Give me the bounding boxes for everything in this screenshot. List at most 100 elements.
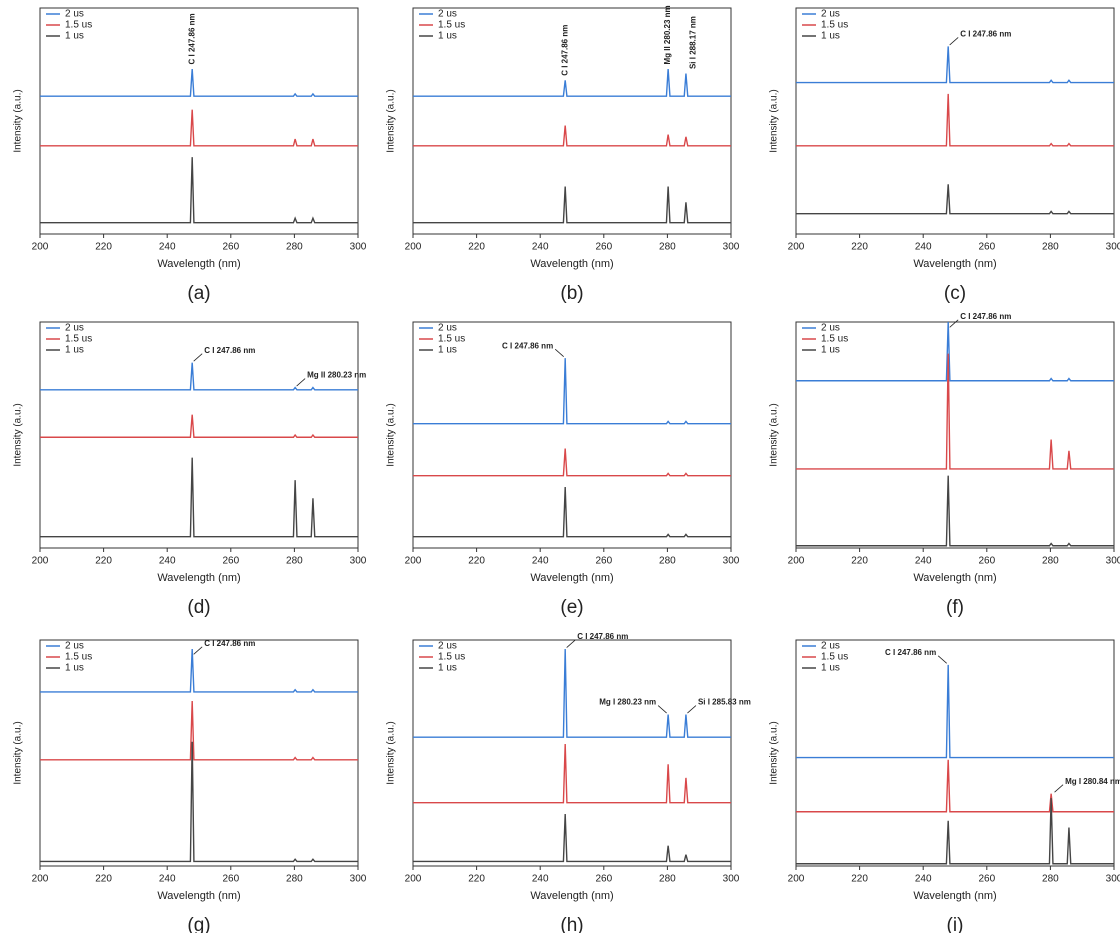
x-tick-label: 280 (659, 874, 676, 885)
legend-label: 1.5 us (438, 20, 465, 31)
spectrum-line (796, 93, 1114, 147)
legend-label: 1 us (821, 345, 840, 356)
annotation: C I 247.86 nm (204, 639, 255, 648)
panel-label: (c) (944, 283, 966, 304)
spectrum-line (40, 414, 358, 438)
x-tick-label: 240 (159, 242, 176, 253)
legend-label: 1 us (438, 663, 457, 674)
y-axis-label: Intensity (a.u.) (13, 721, 24, 784)
annotation: Mg II 280.23 nm (663, 5, 672, 64)
spectrum-line (413, 743, 731, 804)
x-tick-label: 260 (978, 556, 995, 567)
y-axis-label: Intensity (a.u.) (386, 721, 397, 784)
plot-frame (39, 639, 359, 867)
spectrum-line (413, 448, 731, 477)
annotation: Mg II 280.23 nm (307, 371, 366, 380)
x-tick-label: 280 (659, 556, 676, 567)
legend-label: 2 us (65, 9, 84, 20)
panel-label: (a) (187, 283, 210, 304)
x-tick-label: 220 (468, 874, 485, 885)
x-tick-label: 200 (32, 874, 49, 885)
annotation: C I 247.86 nm (885, 648, 936, 657)
panel-label: (i) (947, 915, 964, 933)
legend-label: 2 us (821, 641, 840, 652)
annotation-arrow (554, 348, 564, 357)
annotation: Si I 285.83 nm (698, 698, 751, 707)
panel-label: (f) (946, 597, 964, 618)
legend-label: 1.5 us (821, 20, 848, 31)
plot-frame (39, 7, 359, 235)
x-tick-label: 300 (350, 242, 367, 253)
legend-label: 1 us (438, 31, 457, 42)
spectrum-line (40, 68, 358, 97)
x-tick-label: 300 (723, 242, 740, 253)
x-tick-label: 260 (978, 242, 995, 253)
x-tick-label: 280 (1042, 874, 1059, 885)
legend-label: 1 us (65, 663, 84, 674)
plot-frame (412, 7, 732, 235)
legend-label: 1 us (65, 345, 84, 356)
x-tick-label: 220 (95, 874, 112, 885)
x-tick-label: 280 (286, 242, 303, 253)
x-tick-label: 200 (788, 556, 805, 567)
x-tick-label: 240 (532, 874, 549, 885)
spectrum-line (796, 798, 1114, 865)
annotation: C I 247.86 nm (960, 30, 1011, 39)
x-tick-label: 260 (595, 242, 612, 253)
annotation: C I 247.86 nm (560, 25, 569, 76)
spectrum-line (40, 741, 358, 863)
annotation-arrow (657, 705, 667, 714)
legend-label: 2 us (821, 9, 840, 20)
panel-label: (e) (560, 597, 583, 618)
x-axis-label: Wavelength (nm) (530, 258, 613, 270)
x-tick-label: 280 (286, 556, 303, 567)
x-tick-label: 200 (405, 242, 422, 253)
annotation-arrow (937, 655, 947, 664)
x-tick-label: 300 (350, 874, 367, 885)
spectrum-line (796, 475, 1114, 547)
x-tick-label: 240 (915, 556, 932, 567)
annotation: Si I 288.17 nm (688, 16, 697, 69)
x-tick-label: 260 (222, 242, 239, 253)
spectrum-line (796, 664, 1114, 759)
spectrum-line (40, 109, 358, 147)
annotation: Mg I 280.84 nm (1065, 777, 1120, 786)
x-tick-label: 220 (468, 556, 485, 567)
x-axis-label: Wavelength (nm) (157, 572, 240, 584)
legend-label: 2 us (65, 323, 84, 334)
x-tick-label: 240 (159, 874, 176, 885)
x-tick-label: 280 (286, 874, 303, 885)
x-tick-label: 220 (851, 874, 868, 885)
x-axis-label: Wavelength (nm) (913, 572, 996, 584)
legend-label: 1.5 us (65, 652, 92, 663)
legend-label: 2 us (65, 641, 84, 652)
x-tick-label: 300 (1106, 242, 1120, 253)
x-tick-label: 260 (978, 874, 995, 885)
x-tick-label: 220 (95, 556, 112, 567)
plot-frame (39, 321, 359, 549)
panel-label: (g) (187, 915, 210, 933)
x-tick-label: 280 (659, 242, 676, 253)
spectrum-line (796, 46, 1114, 84)
x-tick-label: 300 (350, 556, 367, 567)
plot-frame (795, 7, 1115, 235)
plot-frame (795, 321, 1115, 549)
x-tick-label: 240 (532, 242, 549, 253)
x-tick-label: 300 (723, 874, 740, 885)
x-tick-label: 260 (595, 556, 612, 567)
legend-label: 1.5 us (438, 652, 465, 663)
x-tick-label: 300 (723, 556, 740, 567)
x-tick-label: 300 (1106, 874, 1120, 885)
spectrum-line (40, 362, 358, 391)
spectrum-line (413, 486, 731, 538)
x-tick-label: 220 (468, 242, 485, 253)
legend-label: 1.5 us (821, 334, 848, 345)
legend-label: 2 us (438, 9, 457, 20)
annotation: C I 247.86 nm (960, 312, 1011, 321)
x-tick-label: 260 (222, 874, 239, 885)
legend-label: 1 us (821, 663, 840, 674)
y-axis-label: Intensity (a.u.) (13, 89, 24, 152)
x-axis-label: Wavelength (nm) (530, 890, 613, 902)
annotation-arrow (193, 353, 203, 362)
annotation-arrow (296, 378, 306, 387)
